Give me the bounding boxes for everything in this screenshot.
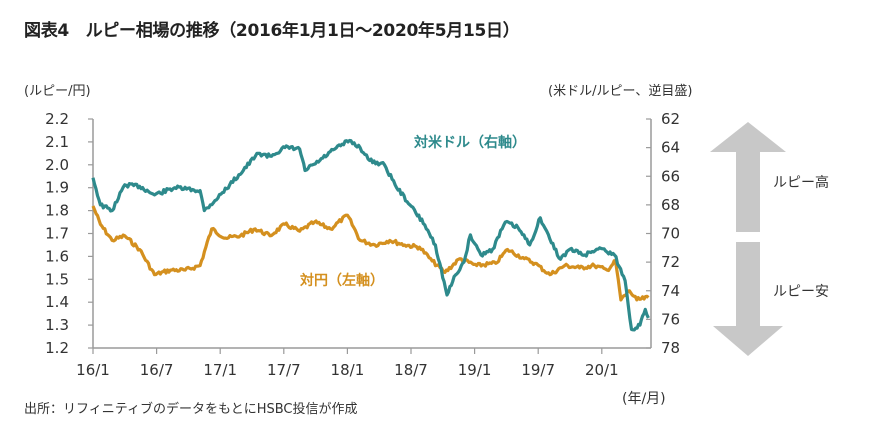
left-tick-label: 1.4 <box>45 293 69 311</box>
left-tick-label: 1.8 <box>45 202 69 220</box>
x-tick-label: 18/1 <box>331 361 365 379</box>
right-tick-label: 62 <box>661 110 680 128</box>
right-tick-label: 72 <box>661 253 680 271</box>
right-axis-unit: (米ドル/ルピー、逆目盛) <box>548 84 693 99</box>
left-tick-label: 2.0 <box>45 156 69 174</box>
left-tick-label: 1.6 <box>45 247 69 265</box>
x-tick-label: 19/7 <box>521 361 555 379</box>
series-label-usd: 対米ドル（右軸） <box>413 134 526 151</box>
x-tick-label: 16/7 <box>140 361 174 379</box>
series-label-jpy: 対円（左軸） <box>299 272 384 289</box>
left-tick-label: 2.2 <box>45 110 69 128</box>
x-tick-label: 20/1 <box>585 361 619 379</box>
rupee-strong-label: ルピー高 <box>773 175 829 191</box>
x-tick-label: 17/7 <box>267 361 301 379</box>
right-tick-label: 70 <box>661 225 680 243</box>
right-tick-label: 64 <box>661 139 680 157</box>
arrow-down-icon <box>713 242 783 356</box>
x-tick-label: 17/1 <box>203 361 237 379</box>
left-tick-label: 1.7 <box>45 225 69 243</box>
left-axis-unit: (ルピー/円) <box>24 84 91 99</box>
right-tick-label: 74 <box>661 282 680 300</box>
x-tick-label: 18/7 <box>394 361 428 379</box>
right-tick-label: 68 <box>661 196 680 214</box>
rupee-weak-label: ルピー安 <box>773 284 829 300</box>
right-tick-label: 76 <box>661 310 680 328</box>
left-tick-label: 1.2 <box>45 339 69 357</box>
left-tick-label: 1.9 <box>45 179 69 197</box>
x-axis: 16/1 16/7 17/1 17/7 18/1 18/7 19/1 19/7 20/1 <box>76 347 651 379</box>
chart-title: 図表4 ルピー相場の推移（2016年1月1日～2020年5月15日） <box>24 21 520 41</box>
right-axis: 62 64 66 68 70 72 74 76 78 <box>646 110 680 357</box>
left-tick-label: 1.3 <box>45 316 69 334</box>
x-axis-unit: (年/月) <box>622 391 666 407</box>
right-tick-label: 66 <box>661 167 680 185</box>
series-layer <box>91 138 650 332</box>
x-tick-label: 16/1 <box>76 361 110 379</box>
left-tick-label: 1.5 <box>45 270 69 288</box>
left-tick-label: 2.1 <box>45 133 69 151</box>
series-line-usd <box>91 138 650 332</box>
x-tick-label: 19/1 <box>458 361 492 379</box>
arrow-up-icon <box>710 122 786 232</box>
left-axis: 2.2 2.1 2.0 1.9 1.8 1.7 1.6 1.5 1.4 1.3 1.2 <box>45 110 94 357</box>
direction-arrows <box>710 122 786 356</box>
source-note: 出所：リフィニティブのデータをもとにHSBC投信が作成 <box>24 402 358 417</box>
right-tick-label: 78 <box>661 339 680 357</box>
